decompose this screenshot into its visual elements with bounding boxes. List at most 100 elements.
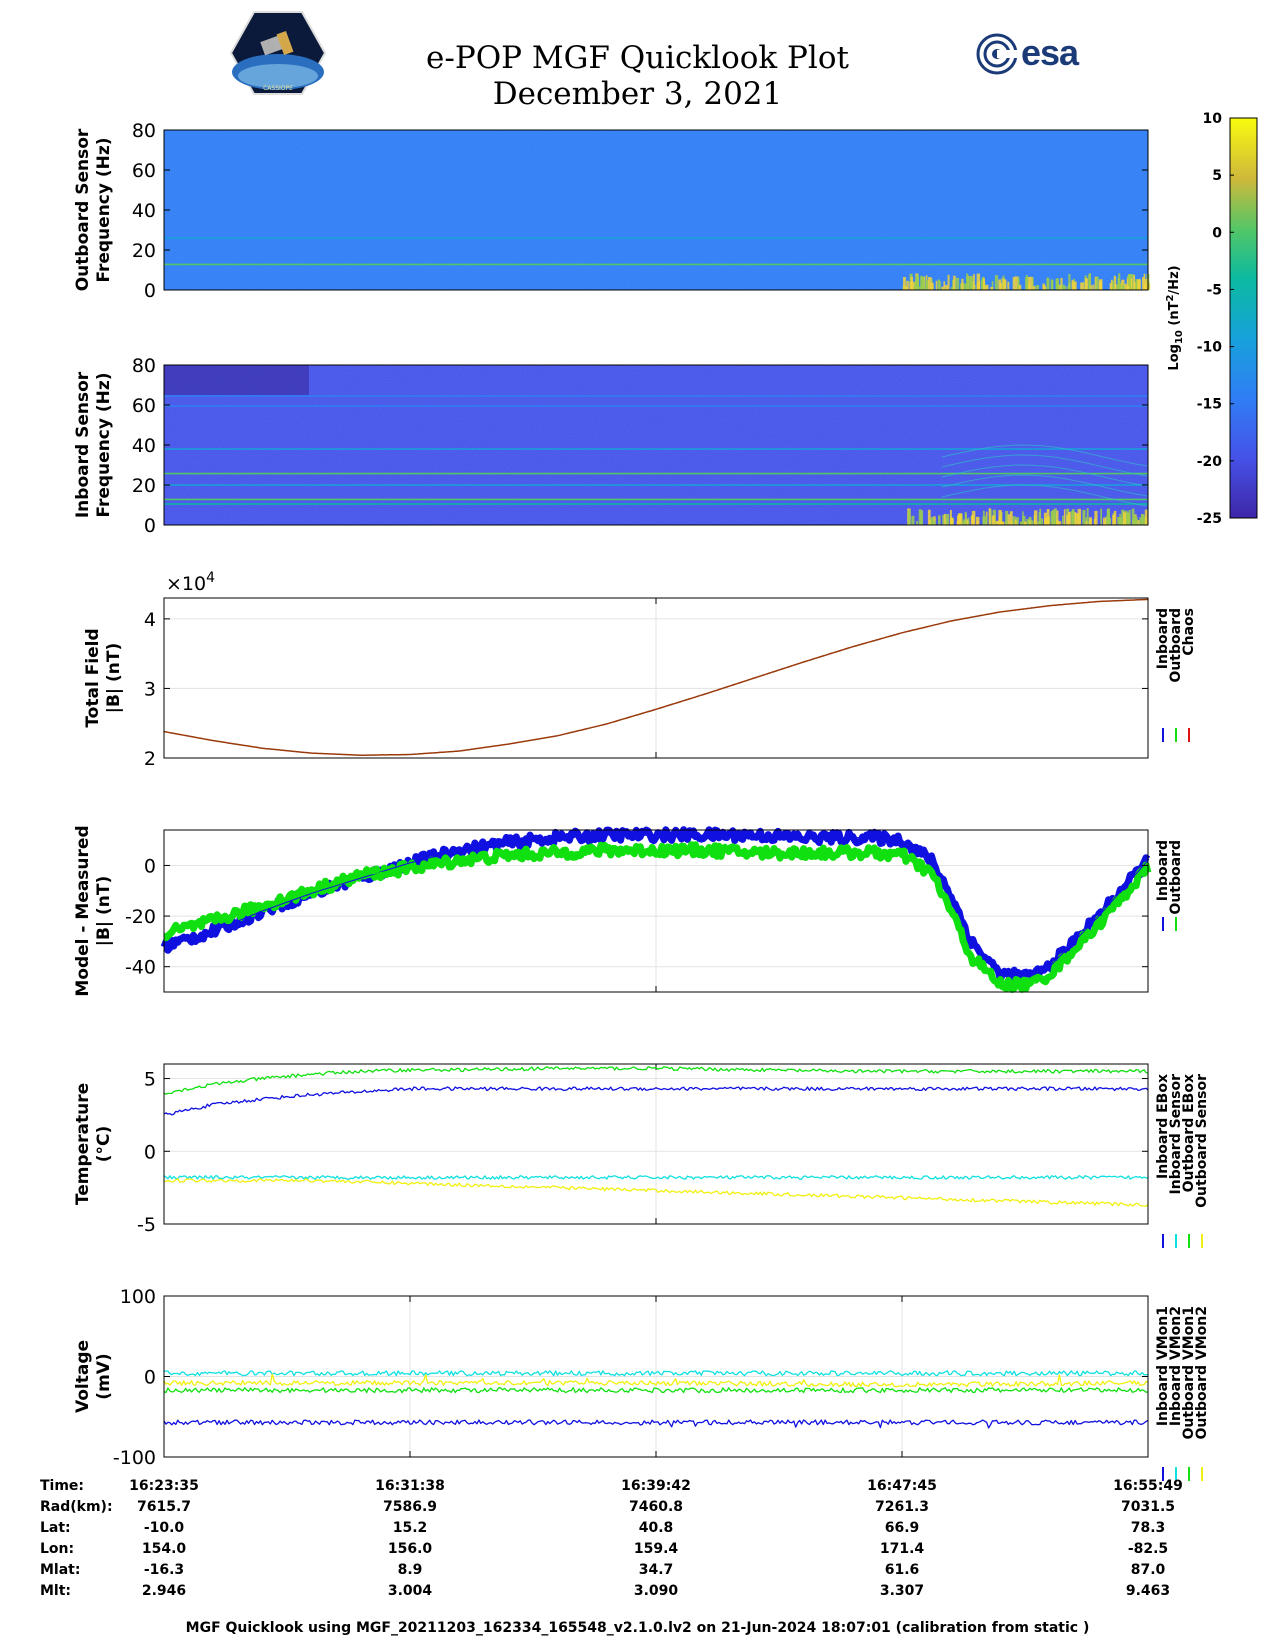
activity-0-158 xyxy=(1144,284,1147,290)
activity-1-104 xyxy=(927,509,931,525)
activity-1-56 xyxy=(945,513,950,525)
info-value: 159.4 xyxy=(633,1541,679,1557)
activity-1-92 xyxy=(1072,508,1075,525)
activity-0-150 xyxy=(1081,282,1085,290)
activity-1-152 xyxy=(916,520,919,525)
plot-title: e-POP MGF Quicklook Plot xyxy=(426,40,849,76)
activity-0-1 xyxy=(904,286,908,290)
activity-1-139 xyxy=(1057,521,1062,525)
colorbar-label-part5: /Hz) xyxy=(1167,265,1182,294)
ylabel-3: Model - Measured|B| (nT) xyxy=(73,825,114,996)
info-value: 16:31:38 xyxy=(375,1478,445,1494)
activity-1-141 xyxy=(976,521,979,525)
ylabel-5: Voltage(mV) xyxy=(73,1340,114,1413)
activity-0-99 xyxy=(966,273,969,290)
activity-1-107 xyxy=(958,513,963,525)
trace-3 xyxy=(941,454,1149,477)
activity-0-136 xyxy=(1130,278,1133,290)
colorbar-gradient xyxy=(1229,117,1258,519)
ytick-label-0-0: 0 xyxy=(144,280,156,302)
colorbar-tick-label-5: -15 xyxy=(1197,397,1222,413)
activity-1-80 xyxy=(1020,521,1022,525)
activity-1-119 xyxy=(985,515,988,525)
activity-0-42 xyxy=(1080,282,1083,290)
activity-0-25 xyxy=(906,280,909,290)
series-4-0 xyxy=(163,1086,1149,1116)
info-value: 16:23:35 xyxy=(129,1478,199,1494)
activity-1-117 xyxy=(998,509,1002,525)
info-value: 154.0 xyxy=(141,1541,187,1557)
ylabel-5-line1: Voltage xyxy=(73,1340,93,1413)
colorbar-label-part4: 2 xyxy=(1165,295,1176,302)
info-value: 16:39:42 xyxy=(621,1478,691,1494)
activity-1-150 xyxy=(1026,519,1030,525)
activity-1-110 xyxy=(1014,519,1017,525)
info-value: -16.3 xyxy=(143,1562,185,1578)
yscale-factor-exp: 4 xyxy=(206,570,215,586)
line-panel-4 xyxy=(163,1063,1149,1225)
activity-1-123 xyxy=(995,520,999,525)
activity-1-146 xyxy=(1039,508,1042,525)
info-value: 7031.5 xyxy=(1120,1499,1176,1515)
info-value: 8.9 xyxy=(397,1562,423,1578)
activity-1-99 xyxy=(1007,514,1011,525)
ylabel-1-line2: Frequency (Hz) xyxy=(94,372,114,517)
ylabel-1: Inboard SensorFrequency (Hz) xyxy=(73,371,114,518)
info-value: -10.0 xyxy=(143,1520,185,1536)
ytick-label-4-2: 5 xyxy=(144,1069,156,1091)
info-value: 87.0 xyxy=(1130,1562,1166,1578)
activity-0-36 xyxy=(1123,283,1127,290)
ytick-label-2-0: 2 xyxy=(144,748,156,770)
colorbar-tick-label-2: 0 xyxy=(1212,225,1222,241)
activity-0-94 xyxy=(930,282,934,290)
activity-1-155 xyxy=(970,515,974,525)
activity-0-105 xyxy=(1071,280,1074,290)
colorbar-tick-label-4: -10 xyxy=(1197,340,1223,356)
activity-1-70 xyxy=(943,513,946,525)
colorbar-tick-label-7: -25 xyxy=(1197,511,1222,527)
activity-0-48 xyxy=(1113,275,1117,290)
ytick-label-3-0: -40 xyxy=(125,957,156,979)
yscale-factor: ×104 xyxy=(166,570,215,595)
activity-0-98 xyxy=(1068,282,1071,290)
activity-0-77 xyxy=(1014,276,1018,290)
activity-1-57 xyxy=(945,519,948,525)
activity-0-15 xyxy=(1133,282,1137,290)
activity-0-138 xyxy=(1135,279,1139,290)
activity-0-21 xyxy=(1027,277,1030,290)
activity-1-148 xyxy=(930,517,935,525)
activity-1-122 xyxy=(991,515,996,525)
legend-2-label-2: Chaos xyxy=(1181,608,1197,656)
activity-0-131 xyxy=(962,282,965,290)
ytick-label-1-0: 0 xyxy=(144,515,156,537)
activity-1-31 xyxy=(1005,510,1009,525)
ytick-label-0-3: 60 xyxy=(132,160,156,182)
line-panel-2 xyxy=(163,597,1149,759)
ytick-label-5-0: -100 xyxy=(113,1447,156,1469)
activity-1-19 xyxy=(1085,517,1088,525)
activity-0-123 xyxy=(1061,284,1065,290)
activity-1-111 xyxy=(1119,513,1121,525)
activity-0-60 xyxy=(943,281,946,290)
info-value: 66.9 xyxy=(884,1520,920,1536)
activity-1-144 xyxy=(971,510,976,525)
series-4-1 xyxy=(163,1175,1149,1180)
ylabel-3-line1: Model - Measured xyxy=(73,825,93,996)
yscale-factor-base: ×10 xyxy=(166,573,206,595)
activity-0-62 xyxy=(994,275,999,290)
activity-0-139 xyxy=(947,274,950,290)
activity-1-95 xyxy=(975,516,980,525)
trace-1 xyxy=(941,474,1149,497)
series-3-0-core xyxy=(163,834,1149,978)
ytick-label-0-4: 80 xyxy=(132,120,156,142)
activity-1-73 xyxy=(1053,508,1057,525)
activity-1-151 xyxy=(956,520,960,525)
info-value: 40.8 xyxy=(638,1520,674,1536)
activity-0-153 xyxy=(955,277,960,290)
colorbar-label: Log10 (nT2/Hz) xyxy=(1165,265,1185,370)
legend-5-label-1: Inboard VMon2 xyxy=(1168,1306,1184,1426)
activity-1-94 xyxy=(1024,521,1027,525)
ytick-label-0-2: 40 xyxy=(132,200,156,222)
